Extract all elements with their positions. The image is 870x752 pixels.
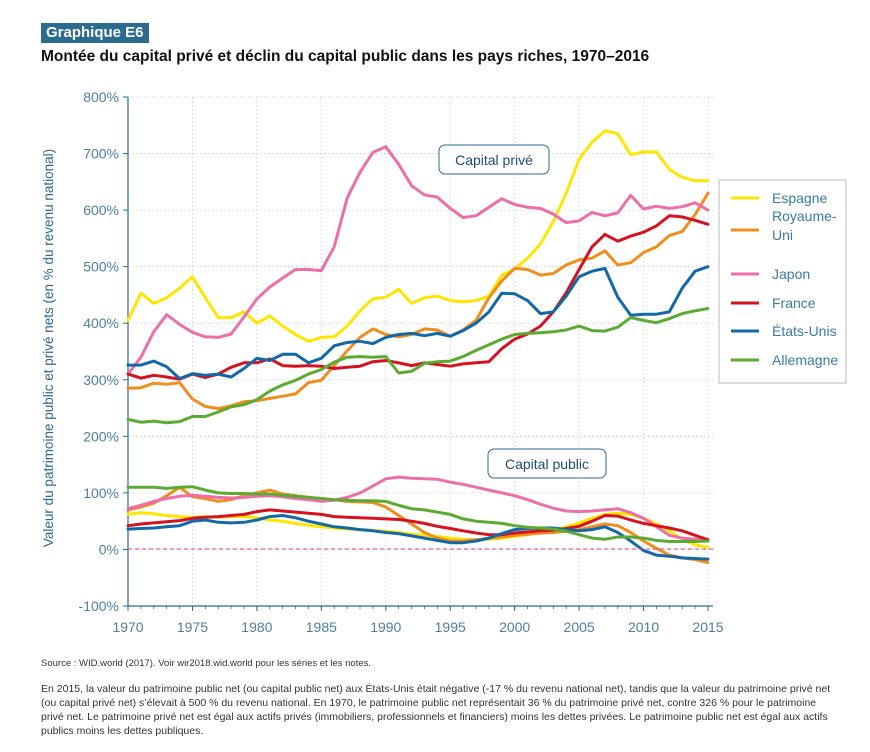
series-line-allemagne-private bbox=[126, 307, 710, 425]
series-lines bbox=[126, 129, 710, 564]
y-tick-label: 300% bbox=[83, 372, 119, 388]
legend-label: Japon bbox=[772, 266, 810, 282]
legend-label: Royaume-Uni bbox=[772, 208, 837, 243]
y-tick-label: 400% bbox=[83, 315, 119, 331]
series-line-etats-unis-public bbox=[126, 514, 710, 561]
x-tick-label: 2015 bbox=[692, 619, 723, 635]
y-tick-label: 500% bbox=[83, 259, 119, 275]
x-tick-label: 2010 bbox=[628, 619, 659, 635]
series-line-france-public bbox=[126, 508, 710, 542]
legend-label: Allemagne bbox=[772, 352, 838, 368]
legend-label: Espagne bbox=[772, 190, 827, 206]
legend-item-allemagne: Allemagne bbox=[731, 352, 838, 368]
legend: Espagne Royaume-Uni Japon France États-Unis A… bbox=[718, 179, 847, 384]
y-tick-label: 0% bbox=[99, 541, 119, 557]
y-tick-label: 200% bbox=[83, 428, 119, 444]
series-line-japon-private bbox=[126, 145, 710, 376]
y-tick-label: 700% bbox=[83, 146, 119, 162]
x-tick-label: 1975 bbox=[177, 619, 208, 635]
x-tick-label: 1990 bbox=[370, 619, 401, 635]
series-line-royaume-uni-private bbox=[126, 191, 710, 411]
series-line-royaume-uni-public bbox=[126, 485, 710, 564]
source-note: Source : WID.world (2017). Voir wir2018.… bbox=[41, 658, 371, 669]
annotation-private: Capital privé bbox=[438, 144, 550, 175]
y-tick-label: 800% bbox=[83, 89, 119, 105]
y-tick-label: 600% bbox=[83, 202, 119, 218]
line-chart: -100% 0% 100% 200% 300% 400% 500% 600% 700% 800% 1… bbox=[41, 89, 847, 635]
x-tick-label: 2000 bbox=[499, 619, 530, 635]
series-line-etats-unis-private bbox=[126, 265, 710, 381]
y-tick-label: 100% bbox=[83, 485, 119, 501]
x-tick-label: 1995 bbox=[435, 619, 466, 635]
x-tick-label: 1980 bbox=[241, 619, 272, 635]
axes: -100% 0% 100% 200% 300% 400% 500% 600% 700% 800% 1… bbox=[79, 89, 724, 635]
legend-item-etats-unis: États-Unis bbox=[731, 323, 837, 339]
x-tick-label: 1985 bbox=[306, 619, 337, 635]
annotation-private-label: Capital privé bbox=[455, 152, 533, 168]
series-line-espagne-private bbox=[126, 129, 710, 343]
series-line-japon-public bbox=[126, 475, 710, 542]
legend-label: États-Unis bbox=[772, 323, 837, 339]
series-line-allemagne-public bbox=[126, 485, 710, 543]
x-tick-label: 1970 bbox=[112, 619, 143, 635]
y-tick-label: -100% bbox=[79, 598, 119, 614]
legend-item-japon: Japon bbox=[731, 266, 810, 282]
y-axis-label: Valeur du patrimoine public et privé net… bbox=[41, 149, 56, 547]
figure-badge: Graphique E6 bbox=[41, 23, 149, 43]
legend-item-espagne: Espagne bbox=[731, 190, 827, 206]
annotation-public: Capital public bbox=[487, 448, 607, 479]
legend-item-royaume-uni: Royaume-Uni bbox=[731, 208, 837, 243]
legend-item-france: France bbox=[731, 295, 816, 311]
explanatory-note: En 2015, la valeur du patrimoine public … bbox=[41, 683, 831, 737]
legend-label: France bbox=[772, 295, 816, 311]
chart-title: Montée du capital privé et déclin du cap… bbox=[41, 48, 650, 65]
annotation-public-label: Capital public bbox=[505, 456, 589, 472]
series-line-france-private bbox=[126, 214, 710, 381]
x-tick-label: 2005 bbox=[564, 619, 595, 635]
